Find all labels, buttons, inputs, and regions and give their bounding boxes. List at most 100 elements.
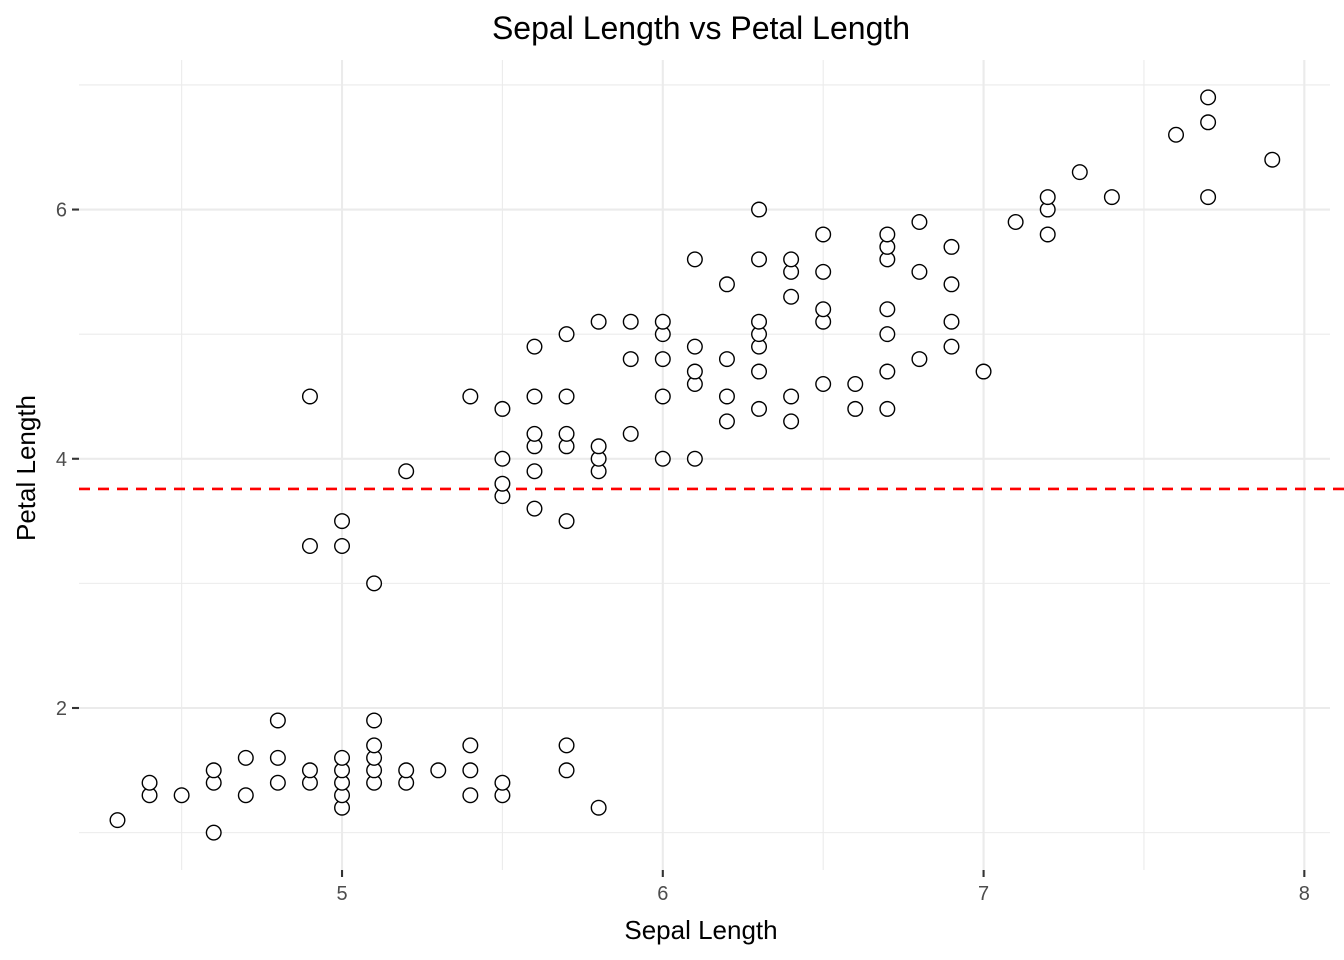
y-tick-label: 2 xyxy=(56,698,67,720)
data-point xyxy=(686,450,703,467)
data-point xyxy=(1200,189,1217,206)
data-point xyxy=(879,301,896,318)
data-point xyxy=(686,363,703,380)
data-point xyxy=(526,388,543,405)
data-point xyxy=(686,338,703,355)
data-point xyxy=(462,388,479,405)
y-axis-title: Petal Length xyxy=(11,395,41,541)
x-tick-label: 6 xyxy=(657,883,668,905)
data-point xyxy=(526,425,543,442)
data-point xyxy=(879,400,896,417)
data-point xyxy=(1007,213,1024,230)
data-point xyxy=(558,513,575,530)
data-point xyxy=(269,712,286,729)
x-axis-title: Sepal Length xyxy=(624,915,777,945)
data-point xyxy=(686,251,703,268)
data-point xyxy=(1039,226,1056,243)
data-point xyxy=(1200,114,1217,131)
data-point xyxy=(558,737,575,754)
data-point xyxy=(654,351,671,368)
data-point xyxy=(783,388,800,405)
data-point xyxy=(879,226,896,243)
data-point xyxy=(590,438,607,455)
data-points xyxy=(109,89,1281,841)
data-point xyxy=(815,376,832,393)
data-point xyxy=(301,762,318,779)
data-point xyxy=(879,326,896,343)
data-point xyxy=(1200,89,1217,106)
data-point xyxy=(590,313,607,330)
data-point xyxy=(943,313,960,330)
y-tick-label: 6 xyxy=(56,200,67,222)
data-point xyxy=(366,712,383,729)
data-point xyxy=(558,388,575,405)
data-point xyxy=(558,762,575,779)
data-point xyxy=(911,213,928,230)
data-point xyxy=(943,238,960,255)
data-point xyxy=(141,774,158,791)
data-point xyxy=(269,749,286,766)
data-point xyxy=(1103,189,1120,206)
data-point xyxy=(654,388,671,405)
data-point xyxy=(654,450,671,467)
data-point xyxy=(301,388,318,405)
data-point xyxy=(975,363,992,380)
data-point xyxy=(205,824,222,841)
data-point xyxy=(269,774,286,791)
data-point xyxy=(718,276,735,293)
data-point xyxy=(783,288,800,305)
data-point xyxy=(815,301,832,318)
data-point xyxy=(943,338,960,355)
data-point xyxy=(334,749,351,766)
data-point xyxy=(462,787,479,804)
data-point xyxy=(558,425,575,442)
data-point xyxy=(751,251,768,268)
data-point xyxy=(334,513,351,530)
data-point xyxy=(879,363,896,380)
data-point xyxy=(1039,189,1056,206)
data-point xyxy=(751,201,768,218)
data-point xyxy=(526,463,543,480)
x-tick-label: 8 xyxy=(1299,883,1310,905)
data-point xyxy=(494,400,511,417)
y-tick-label: 4 xyxy=(56,449,67,471)
data-point xyxy=(847,376,864,393)
major-gridlines xyxy=(79,60,1330,870)
data-point xyxy=(847,400,864,417)
data-point xyxy=(109,812,126,829)
data-point xyxy=(494,475,511,492)
data-point xyxy=(751,313,768,330)
data-point xyxy=(398,762,415,779)
data-point xyxy=(718,388,735,405)
data-point xyxy=(590,799,607,816)
data-point xyxy=(173,787,190,804)
data-point xyxy=(1264,151,1281,168)
data-point xyxy=(526,338,543,355)
data-point xyxy=(462,737,479,754)
minor-gridlines xyxy=(79,60,1330,870)
data-point xyxy=(462,762,479,779)
data-point xyxy=(622,313,639,330)
data-point xyxy=(366,737,383,754)
axis-ticks: 5 6 7 8 2 4 6 xyxy=(56,200,1310,905)
data-point xyxy=(1071,164,1088,181)
data-point xyxy=(494,450,511,467)
x-tick-label: 5 xyxy=(336,883,347,905)
data-point xyxy=(751,400,768,417)
data-point xyxy=(526,500,543,517)
data-point xyxy=(911,351,928,368)
data-point xyxy=(494,774,511,791)
data-point xyxy=(783,413,800,430)
data-point xyxy=(654,313,671,330)
data-point xyxy=(815,226,832,243)
data-point xyxy=(911,263,928,280)
data-point xyxy=(751,363,768,380)
data-point xyxy=(334,538,351,555)
data-point xyxy=(558,326,575,343)
data-point xyxy=(943,276,960,293)
data-point xyxy=(783,251,800,268)
data-point xyxy=(430,762,447,779)
data-point xyxy=(1168,126,1185,143)
data-point xyxy=(815,263,832,280)
data-point xyxy=(366,575,383,592)
